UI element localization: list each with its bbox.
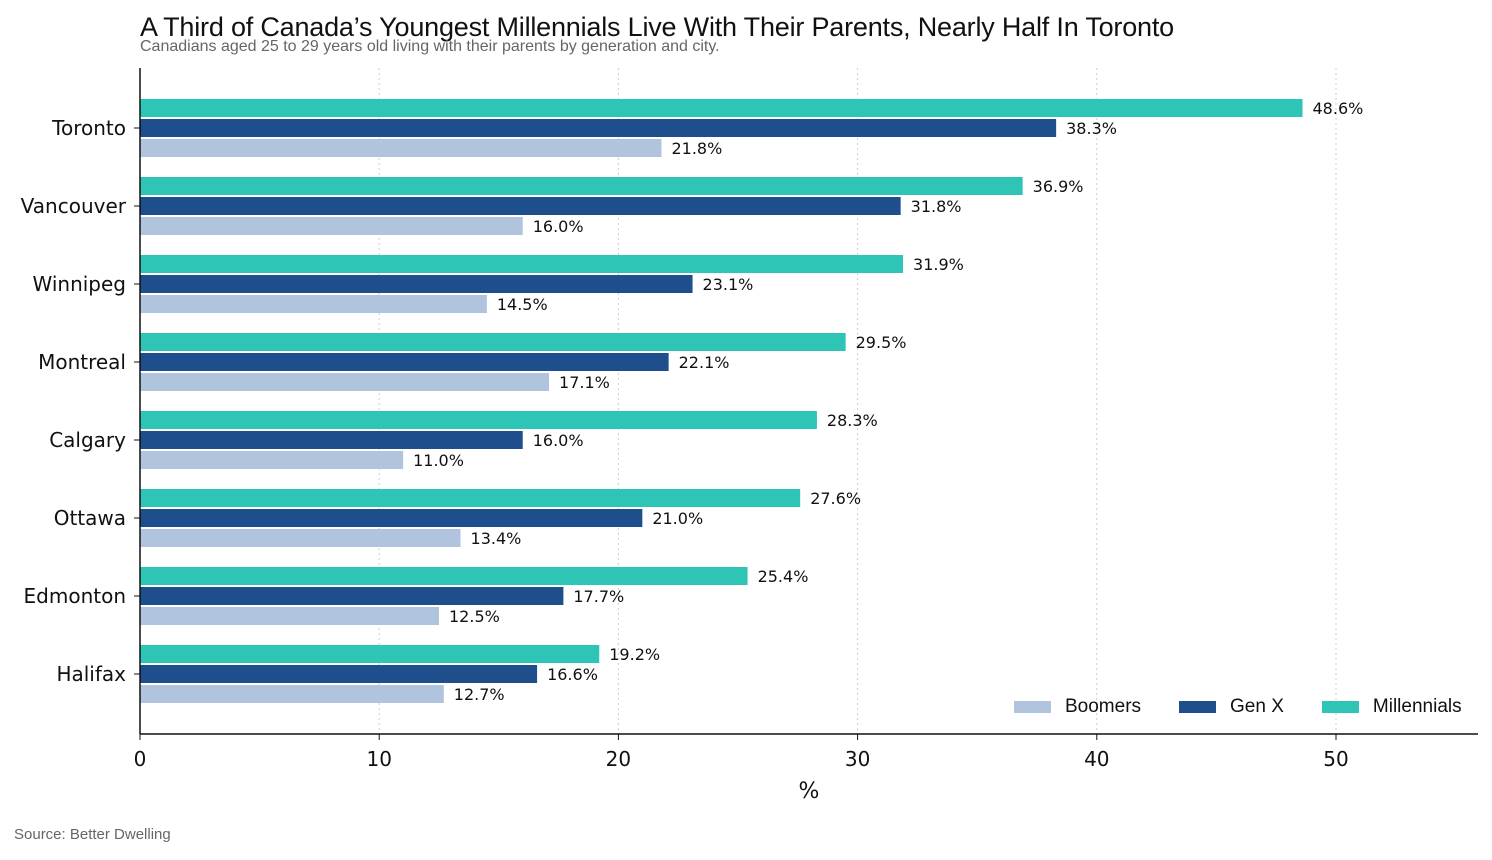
bar-value-label: 21.8% <box>671 139 722 158</box>
bar-gen-x-edmonton <box>140 587 564 605</box>
bar-millennials-toronto <box>140 99 1303 117</box>
x-tick-label: 0 <box>134 747 147 771</box>
bar-millennials-halifax <box>140 645 600 663</box>
bar-value-label: 11.0% <box>413 451 464 470</box>
grid-lines <box>378 68 1337 734</box>
bar-boomers-halifax <box>140 685 444 703</box>
chart-subtitle: Canadians aged 25 to 29 years old living… <box>140 38 720 55</box>
bar-value-label: 12.5% <box>449 607 500 626</box>
bar-value-label: 36.9% <box>1033 177 1084 196</box>
legend-swatch <box>1179 701 1217 713</box>
bar-millennials-ottawa <box>140 489 801 507</box>
bar-value-label: 29.5% <box>856 333 907 352</box>
bar-boomers-vancouver <box>140 217 523 235</box>
bar-boomers-toronto <box>140 139 662 157</box>
bar-gen-x-ottawa <box>140 509 643 527</box>
bar-gen-x-vancouver <box>140 197 901 215</box>
bar-value-label: 16.6% <box>547 665 598 684</box>
x-tick-label: 30 <box>845 747 870 771</box>
bar-millennials-montreal <box>140 333 846 351</box>
legend-item-gen-x: Gen X <box>1179 696 1284 718</box>
bar-gen-x-toronto <box>140 119 1057 137</box>
bar-value-label: 38.3% <box>1066 119 1117 138</box>
category-label: Ottawa <box>54 506 126 530</box>
source-note: Source: Better Dwelling <box>14 826 171 843</box>
bar-millennials-winnipeg <box>140 255 904 273</box>
category-label: Calgary <box>49 428 126 452</box>
legend-item-millennials: Millennials <box>1321 696 1462 718</box>
legend-item-boomers: Boomers <box>1014 696 1141 718</box>
bar-value-label: 17.7% <box>573 587 624 606</box>
bar-millennials-edmonton <box>140 567 748 585</box>
category-label: Vancouver <box>21 194 127 218</box>
bar-gen-x-winnipeg <box>140 275 693 293</box>
category-label: Edmonton <box>24 584 126 608</box>
bar-value-label: 16.0% <box>533 431 584 450</box>
x-tick-label: 50 <box>1323 747 1348 771</box>
category-label: Winnipeg <box>33 272 127 296</box>
bar-value-label: 31.9% <box>913 255 964 274</box>
category-labels: Toronto Vancouver Winnipeg Montreal Calgary O… <box>21 116 127 686</box>
bar-value-label: 17.1% <box>559 373 610 392</box>
bar-gen-x-montreal <box>140 353 669 371</box>
bar-boomers-ottawa <box>140 529 461 547</box>
legend-swatch <box>1014 701 1051 713</box>
bar-value-label: 19.2% <box>609 645 660 664</box>
axes <box>139 68 1478 735</box>
bar-value-label: 23.1% <box>703 275 754 294</box>
bar-value-label: 31.8% <box>911 197 962 216</box>
ticks: 0 10 20 30 40 50 <box>134 127 1349 771</box>
bar-millennials-calgary <box>140 411 817 429</box>
bar-value-label: 22.1% <box>679 353 730 372</box>
bar-boomers-montreal <box>140 373 550 391</box>
bar-boomers-calgary <box>140 451 404 469</box>
category-label: Montreal <box>38 350 126 374</box>
legend-label: Boomers <box>1065 696 1142 717</box>
bar-boomers-edmonton <box>140 607 439 625</box>
bar-millennials-vancouver <box>140 177 1023 195</box>
x-axis-label: % <box>799 779 820 804</box>
category-label: Toronto <box>51 116 126 140</box>
legend-label: Millennials <box>1372 696 1462 717</box>
legend-swatch <box>1321 701 1359 713</box>
bar-boomers-winnipeg <box>140 295 487 313</box>
bar-value-label: 21.0% <box>652 509 703 528</box>
x-tick-label: 40 <box>1084 747 1109 771</box>
bar-value-label: 25.4% <box>758 567 809 586</box>
x-tick-label: 20 <box>606 747 631 771</box>
bar-value-label: 13.4% <box>471 529 522 548</box>
bar-value-label: 12.7% <box>454 685 505 704</box>
category-label: Halifax <box>56 662 126 686</box>
bars <box>140 99 1303 703</box>
legend: Boomers Gen X Millennials <box>1014 696 1462 718</box>
bar-value-label: 27.6% <box>810 489 861 508</box>
bar-gen-x-calgary <box>140 431 523 449</box>
bar-value-label: 28.3% <box>827 411 878 430</box>
x-tick-label: 10 <box>366 747 391 771</box>
chart-title: A Third of Canada’s Youngest Millennials… <box>140 12 1174 42</box>
bar-value-label: 14.5% <box>497 295 548 314</box>
bar-value-label: 16.0% <box>533 217 584 236</box>
bar-value-label: 48.6% <box>1313 99 1364 118</box>
legend-label: Gen X <box>1230 696 1284 717</box>
bar-gen-x-halifax <box>140 665 538 683</box>
bar-labels: 48.6% 38.3% 21.8% 36.9% 31.8% 16.0% 31.9% 23.1%… <box>413 99 1363 704</box>
